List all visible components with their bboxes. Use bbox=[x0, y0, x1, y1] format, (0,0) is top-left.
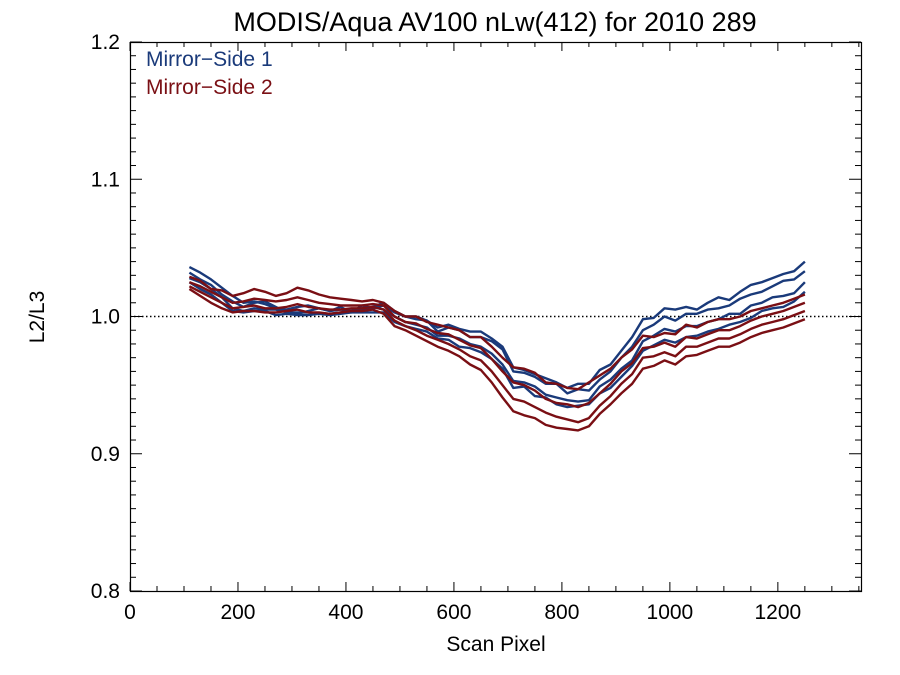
x-tick-label: 1200 bbox=[754, 601, 801, 624]
x-tick-label: 0 bbox=[124, 601, 136, 624]
x-tick-label: 1000 bbox=[647, 601, 694, 624]
series-layer bbox=[188, 260, 806, 432]
x-tick-label: 400 bbox=[328, 601, 363, 624]
mirror-side-1-line-1 bbox=[188, 260, 806, 390]
y-tick-label: 1.2 bbox=[91, 31, 120, 54]
y-tick-label: 0.9 bbox=[91, 443, 120, 466]
legend-entry-mirror-side-2: Mirror−Side 2 bbox=[146, 76, 273, 99]
x-tick-label: 200 bbox=[220, 601, 255, 624]
mirror-side-2-line-2 bbox=[188, 281, 806, 409]
legend-entry-mirror-side-1: Mirror−Side 1 bbox=[146, 48, 273, 71]
y-axis-label: L2/L3 bbox=[26, 291, 49, 344]
axis-ticks: 0 200 400 600 800 1000 1200 0.8 0.9 1.0 1.1 1.2 bbox=[91, 31, 861, 624]
mirror-side-2-line-4 bbox=[188, 287, 806, 432]
x-tick-label: 800 bbox=[544, 601, 579, 624]
y-tick-label: 1.0 bbox=[91, 306, 120, 329]
x-axis-label: Scan Pixel bbox=[446, 633, 545, 656]
y-tick-label: 0.8 bbox=[91, 580, 120, 603]
chart-title: MODIS/Aqua AV100 nLw(412) for 2010 289 bbox=[233, 7, 756, 37]
x-tick-label: 600 bbox=[436, 601, 471, 624]
y-tick-label: 1.1 bbox=[91, 168, 120, 191]
mirror-side-2-line-3 bbox=[188, 285, 806, 424]
mirror-side-2-line-1 bbox=[188, 275, 806, 391]
